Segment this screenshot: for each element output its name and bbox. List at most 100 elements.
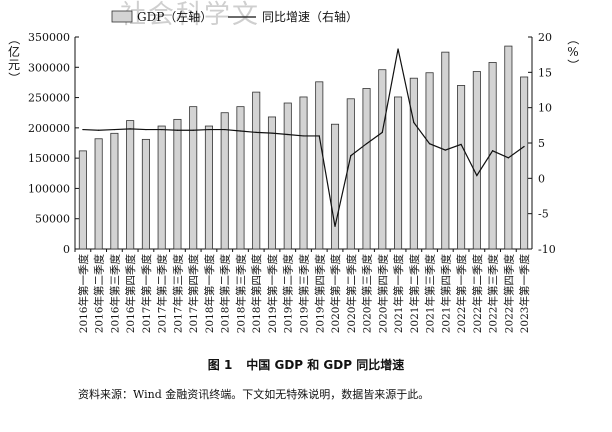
x-tick-label: 2021年第四季度 bbox=[439, 254, 452, 334]
x-tick-label: 2021年第一季度 bbox=[392, 254, 405, 334]
x-tick-label: 2022年第一季度 bbox=[455, 254, 468, 334]
gdp-bar bbox=[409, 77, 418, 250]
right-tick-label: 20 bbox=[538, 31, 552, 44]
x-tick-label: 2020年第四季度 bbox=[376, 254, 389, 334]
left-tick-label: 150000 bbox=[28, 152, 70, 165]
gdp-bar bbox=[78, 150, 87, 250]
x-tick-label: 2016年第一季度 bbox=[77, 254, 90, 334]
growth-point bbox=[318, 135, 320, 137]
left-axis-label: 元 bbox=[8, 58, 20, 72]
left-tick-label: 250000 bbox=[28, 92, 70, 105]
left-axis-label: 亿 bbox=[8, 44, 20, 59]
right-axis-label: ） bbox=[566, 59, 580, 71]
legend-line-label: 同比增速（右轴） bbox=[262, 9, 358, 24]
right-tick-label: -5 bbox=[538, 208, 549, 221]
growth-point bbox=[460, 143, 462, 146]
growth-point bbox=[302, 135, 305, 137]
x-tick-label: 2018年第一季度 bbox=[203, 254, 216, 334]
growth-point bbox=[428, 143, 431, 145]
gdp-bar bbox=[362, 88, 371, 250]
growth-point bbox=[444, 149, 446, 151]
growth-point bbox=[82, 128, 84, 131]
x-tick-label: 2017年第三季度 bbox=[171, 254, 184, 334]
growth-point bbox=[129, 128, 131, 130]
right-tick-label: 15 bbox=[538, 66, 552, 79]
x-tick-label: 2017年第一季度 bbox=[140, 254, 153, 334]
gdp-bar bbox=[267, 116, 277, 250]
growth-point bbox=[476, 174, 478, 177]
x-tick-label: 2019年第三季度 bbox=[298, 254, 311, 334]
growth-point bbox=[161, 128, 163, 131]
growth-point bbox=[145, 128, 147, 131]
gdp-bar bbox=[472, 71, 481, 250]
gdp-bar bbox=[504, 45, 513, 250]
x-tick-label: 2016年第二季度 bbox=[93, 254, 106, 334]
growth-point bbox=[113, 128, 115, 131]
gdp-bar bbox=[126, 120, 135, 250]
legend-bar-label: GDP（左轴） bbox=[137, 9, 212, 24]
left-tick-label: 300000 bbox=[28, 61, 70, 74]
growth-point bbox=[397, 48, 399, 50]
right-tick-label: -10 bbox=[538, 243, 556, 256]
left-tick-label: 50000 bbox=[35, 213, 70, 226]
gdp-bar bbox=[236, 106, 245, 250]
growth-point bbox=[98, 129, 100, 131]
left-tick-label: 0 bbox=[63, 243, 70, 256]
gdp-bar bbox=[425, 72, 434, 250]
gdp-bar bbox=[394, 96, 403, 250]
x-tick-label: 2016年第三季度 bbox=[108, 254, 121, 334]
left-axis-label: （ bbox=[7, 33, 21, 45]
x-tick-label: 2021年第三季度 bbox=[424, 254, 437, 334]
x-tick-label: 2019年第四季度 bbox=[313, 254, 326, 334]
x-tick-label: 2019年第一季度 bbox=[266, 254, 279, 334]
growth-point bbox=[492, 150, 494, 152]
x-tick-label: 2020年第三季度 bbox=[361, 254, 374, 334]
gdp-bar bbox=[110, 132, 119, 250]
gdp-bar bbox=[346, 98, 355, 250]
growth-point bbox=[255, 131, 257, 133]
x-tick-label: 2018年第四季度 bbox=[250, 254, 263, 334]
x-tick-label: 2022年第二季度 bbox=[471, 254, 484, 334]
x-tick-label: 2018年第二季度 bbox=[219, 254, 232, 334]
x-tick-label: 2022年第三季度 bbox=[487, 254, 500, 334]
right-tick-label: 0 bbox=[538, 172, 545, 185]
gdp-bar bbox=[330, 123, 340, 250]
growth-point bbox=[413, 121, 415, 124]
gdp-bar bbox=[315, 81, 324, 250]
gdp-bar bbox=[204, 125, 213, 250]
gdp-bar bbox=[457, 85, 466, 250]
left-tick-label: 200000 bbox=[28, 122, 70, 135]
x-tick-label: 2019年第二季度 bbox=[282, 254, 295, 334]
growth-point bbox=[365, 143, 368, 145]
figure-caption: 图 1 中国 GDP 和 GDP 同比增速 bbox=[0, 356, 612, 373]
gdp-bar bbox=[189, 106, 198, 250]
figure-title: 中国 GDP 和 GDP 同比增速 bbox=[246, 358, 405, 372]
gdp-bar bbox=[173, 118, 182, 250]
x-tick-label: 2020年第一季度 bbox=[329, 254, 342, 334]
right-tick-label: 5 bbox=[538, 137, 545, 150]
gdp-bar bbox=[520, 76, 529, 250]
gdp-bar bbox=[94, 138, 103, 250]
growth-point bbox=[239, 130, 242, 132]
gdp-chart: 0 50000 100000 150000 200000 250000 300000 3500… bbox=[7, 9, 580, 334]
gdp-bar bbox=[378, 69, 387, 250]
left-axis-label: ） bbox=[7, 72, 21, 84]
gdp-bar bbox=[141, 138, 150, 250]
gdp-bar bbox=[283, 102, 292, 250]
x-tick-label: 2021年第二季度 bbox=[408, 254, 421, 334]
x-tick-label: 2023年第一季度 bbox=[518, 254, 531, 334]
x-tick-label: 2022年第四季度 bbox=[502, 254, 515, 334]
left-tick-label: 350000 bbox=[28, 31, 70, 44]
x-tick-label: 2020年第二季度 bbox=[345, 254, 358, 334]
growth-point bbox=[334, 225, 336, 227]
gdp-bar bbox=[252, 91, 261, 250]
figure-number: 图 1 bbox=[207, 358, 233, 372]
growth-point bbox=[507, 157, 509, 159]
gdp-bar bbox=[220, 112, 229, 250]
right-axis-label: （ bbox=[566, 33, 580, 45]
growth-point bbox=[350, 155, 352, 157]
growth-point bbox=[381, 131, 383, 133]
x-tick-label: 2017年第四季度 bbox=[187, 254, 200, 334]
left-tick-label: 100000 bbox=[28, 182, 70, 195]
right-tick-label: 10 bbox=[538, 102, 552, 115]
